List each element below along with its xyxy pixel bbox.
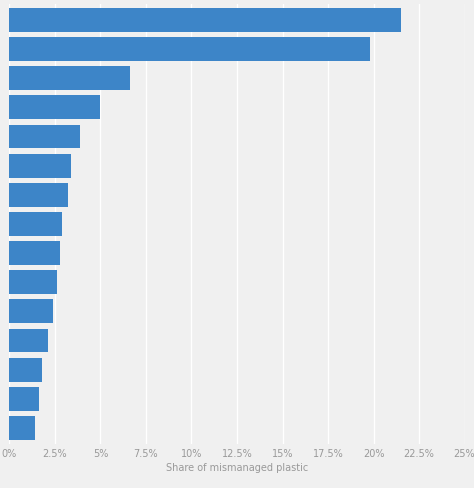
Bar (9, 213, 62, 236)
Bar (9, 38, 370, 62)
Bar (9, 9, 401, 33)
Bar (9, 358, 42, 382)
Bar (9, 416, 35, 440)
Bar (9, 242, 61, 265)
Bar (9, 300, 53, 324)
Bar (9, 387, 38, 411)
Bar (9, 154, 72, 178)
Bar (9, 125, 81, 149)
Bar (9, 96, 100, 120)
Bar (9, 271, 57, 295)
Bar (9, 183, 68, 207)
X-axis label: Share of mismanaged plastic: Share of mismanaged plastic (166, 462, 308, 472)
Bar (9, 329, 48, 353)
Bar (9, 67, 129, 91)
